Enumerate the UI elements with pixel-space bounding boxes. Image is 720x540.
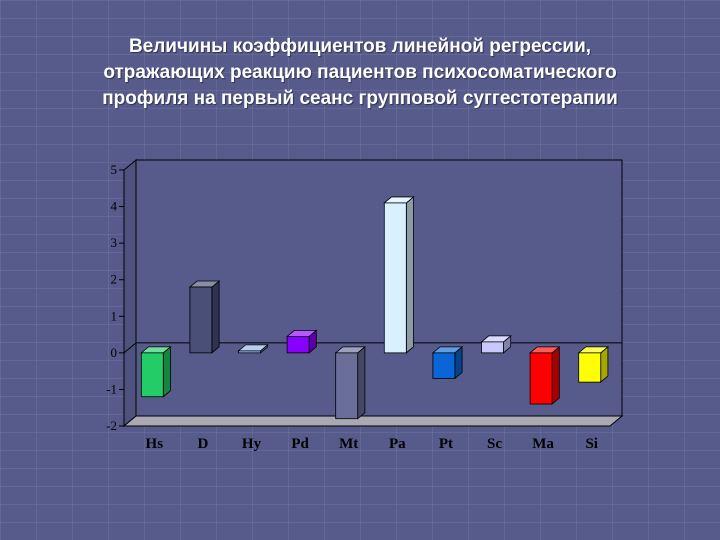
x-tick-label-hy: Hy bbox=[242, 436, 262, 452]
y-tick-label: -2 bbox=[106, 418, 117, 433]
x-tick-label-mt: Mt bbox=[339, 436, 358, 452]
bar-side-mt bbox=[357, 346, 366, 420]
y-tick-label: -1 bbox=[106, 381, 117, 396]
title-line-1: Величины коэффициентов линейной регресси… bbox=[128, 36, 592, 57]
x-tick-label-pa: Pa bbox=[389, 436, 406, 452]
bar-hs bbox=[140, 352, 164, 398]
bar-side-ma bbox=[551, 346, 560, 405]
x-tick-label-pd: Pd bbox=[291, 436, 309, 452]
y-tick-label: 0 bbox=[111, 345, 118, 360]
bar-ma bbox=[529, 352, 553, 405]
y-tick-label: 3 bbox=[111, 235, 118, 250]
x-tick-label-sc: Sc bbox=[487, 436, 502, 452]
bar-side-pa bbox=[405, 196, 414, 354]
bar-pt bbox=[432, 352, 456, 379]
bar-sc bbox=[481, 341, 504, 354]
title-line-3: профиля на первый сеанс групповой суггес… bbox=[102, 88, 618, 109]
bar-d bbox=[189, 286, 213, 354]
x-tick-label-pt: Pt bbox=[439, 436, 453, 452]
bar-mt bbox=[335, 352, 359, 420]
bar-si bbox=[578, 352, 602, 383]
x-tick-label-d: D bbox=[197, 436, 208, 452]
y-tick-label: 1 bbox=[111, 308, 118, 323]
plot-side-wall bbox=[123, 158, 137, 428]
y-tick-label: 2 bbox=[111, 272, 118, 287]
x-tick-label-hs: Hs bbox=[146, 436, 164, 452]
title-line-2: отражающих реакцию пациентов психосомати… bbox=[103, 62, 617, 83]
bar-side-d bbox=[211, 280, 220, 354]
plot-floor bbox=[122, 415, 624, 427]
x-tick-label-ma: Ma bbox=[532, 436, 554, 452]
zero-line-side bbox=[123, 342, 137, 354]
slide-title: Величины коэффициентов линейной регресси… bbox=[30, 34, 690, 112]
bar-pd bbox=[286, 335, 310, 354]
y-tick-label: 4 bbox=[111, 199, 118, 214]
x-tick-label-si: Si bbox=[585, 436, 598, 452]
bar-hy bbox=[238, 350, 261, 354]
bar-pa bbox=[383, 202, 407, 354]
y-tick-label: 5 bbox=[111, 162, 118, 177]
bar-side-hs bbox=[162, 346, 171, 398]
